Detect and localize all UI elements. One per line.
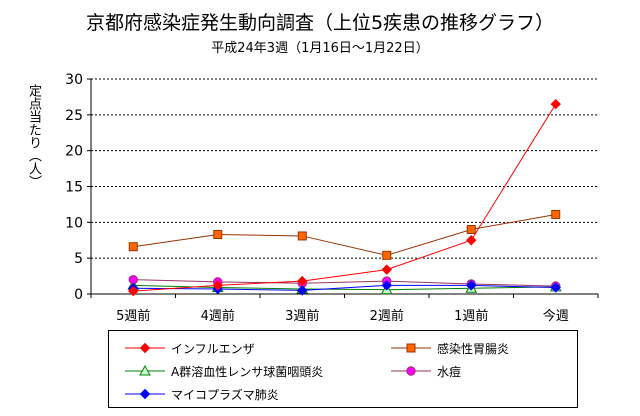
legend-label: A群溶血性レンサ球菌咽頭炎 <box>171 364 324 379</box>
data-point <box>212 280 223 291</box>
data-point <box>213 230 223 240</box>
series-line <box>133 279 556 287</box>
legend-marker <box>139 364 151 376</box>
data-point <box>297 231 307 241</box>
data-point <box>128 285 139 297</box>
line-chart: 0 5 10 15 20 25 30 5週前 4週前 3週前 2週前 1週前 今週 <box>65 72 599 324</box>
legend-entry: 水痘 <box>391 362 461 380</box>
legend-swatch <box>391 366 431 376</box>
legend-entry: 感染性胃腸炎 <box>391 339 509 357</box>
legend: インフルエンザ 感染性胃腸炎 A群溶血性レンサ球菌咽頭炎 水痘マイコプラズマ肺炎 <box>108 330 578 408</box>
data-point <box>550 282 561 293</box>
legend-entry: A群溶血性レンサ球菌咽頭炎 <box>125 362 323 380</box>
y-tick-label: 25 <box>65 108 83 124</box>
legend-swatch <box>125 364 165 376</box>
x-tick-label: 3週前 <box>285 308 319 324</box>
y-tick-label: 10 <box>65 215 83 231</box>
data-point <box>466 280 477 291</box>
series-line <box>133 103 557 292</box>
legend-swatch <box>391 343 431 353</box>
legend-entry: インフルエンザ <box>125 339 255 357</box>
x-tick-label: 2週前 <box>370 308 404 324</box>
legend-marker <box>406 343 416 353</box>
data-point <box>550 98 561 110</box>
legend-marker <box>139 388 151 400</box>
legend-label: 感染性胃腸炎 <box>437 341 510 356</box>
legend-marker <box>406 366 416 376</box>
data-point <box>551 209 561 219</box>
legend-marker <box>139 342 151 354</box>
x-tick-label: 4週前 <box>201 308 235 324</box>
data-point <box>466 225 476 234</box>
x-tick-label: 1週前 <box>454 308 488 324</box>
data-point <box>382 250 392 260</box>
y-tick-label: 20 <box>65 144 83 160</box>
data-point <box>128 242 138 252</box>
legend-label: インフルエンザ <box>171 341 255 356</box>
data-point <box>466 235 477 246</box>
data-point <box>297 275 308 287</box>
legend-swatch <box>125 388 165 400</box>
y-tick-label: 5 <box>74 251 83 267</box>
y-tick-label: 0 <box>74 287 83 303</box>
data-point <box>381 280 392 291</box>
y-tick-label: 30 <box>65 72 83 88</box>
chart-subtitle: 平成24年3週（1月16日～1月22日） <box>211 41 429 56</box>
legend-label: 水痘 <box>437 364 462 379</box>
series-line <box>133 284 556 291</box>
legend-label: マイコプラズマ肺炎 <box>171 387 279 402</box>
x-tick-label: 今週 <box>543 308 569 324</box>
data-point <box>381 264 392 275</box>
y-axis-label: 定点当たり（人） <box>26 84 41 188</box>
data-point <box>297 285 308 296</box>
data-point <box>128 274 138 285</box>
series-line <box>133 213 556 256</box>
y-tick-label: 15 <box>65 180 83 196</box>
x-tick-label: 5週前 <box>116 308 150 324</box>
series-line <box>133 284 556 291</box>
chart-title: 京都府感染症発生動向調査（上位5疾患の推移グラフ） <box>85 12 555 34</box>
legend-entry: マイコプラズマ肺炎 <box>125 385 279 403</box>
legend-swatch <box>125 342 165 354</box>
